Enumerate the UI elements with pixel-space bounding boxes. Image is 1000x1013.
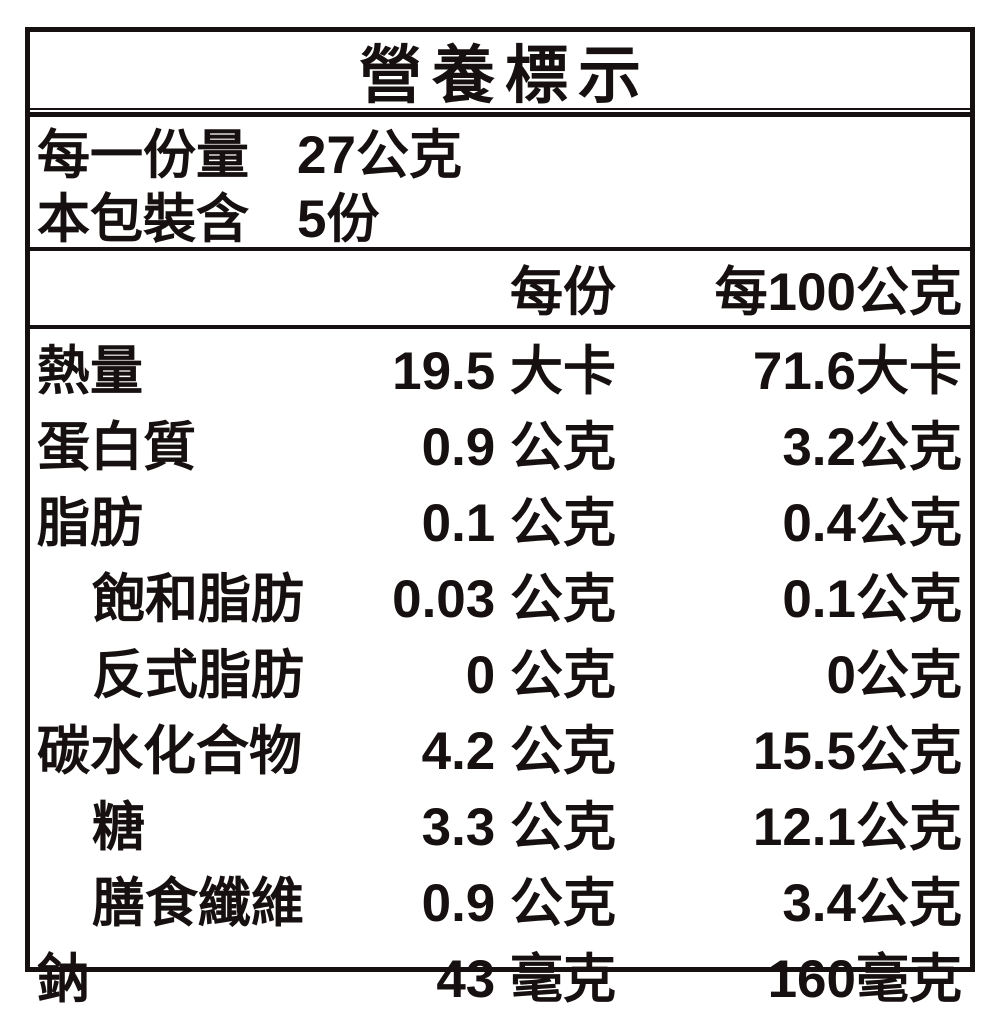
label-title: 營養標示 xyxy=(359,40,651,111)
nutrient-name: 膳食纖維 xyxy=(92,874,304,933)
nutrient-per-serving: 4.2 公克 xyxy=(421,722,616,781)
serving-size-line: 每一份量 27公克 xyxy=(37,119,970,185)
nutrient-name: 熱量 xyxy=(37,342,143,401)
nutrient-name: 鈉 xyxy=(37,950,90,1009)
nutrient-name: 脂肪 xyxy=(37,494,143,553)
nutrient-per-100g: 0.4公克 xyxy=(782,494,962,553)
nutrient-per-100g: 3.4公克 xyxy=(782,874,962,933)
serving-size-label: 每一份量 xyxy=(37,126,249,185)
nutrient-per-100g: 15.5公克 xyxy=(752,722,962,781)
nutrient-name: 飽和脂肪 xyxy=(92,570,304,629)
nutrient-per-serving: 3.3 公克 xyxy=(421,798,616,857)
nutrient-table: 熱量 19.5 大卡 71.6大卡 蛋白質 0.9 公克 3.2公克 脂肪 0.… xyxy=(30,329,970,1013)
nutrient-per-100g: 160毫克 xyxy=(767,950,962,1009)
nutrient-row-protein: 蛋白質 0.9 公克 3.2公克 xyxy=(30,405,970,481)
nutrient-per-serving: 0 公克 xyxy=(465,646,616,705)
nutrient-row-calories: 熱量 19.5 大卡 71.6大卡 xyxy=(30,329,970,405)
column-header-per-100g: 每100公克 xyxy=(714,263,962,322)
nutrient-row-sodium: 鈉 43 毫克 160毫克 xyxy=(30,937,970,1013)
nutrient-row-trans-fat: 反式脂肪 0 公克 0公克 xyxy=(30,633,970,709)
nutrient-per-100g: 71.6大卡 xyxy=(752,342,962,401)
nutrient-per-serving: 0.03 公克 xyxy=(392,570,616,629)
nutrition-facts-label: 營養標示 每一份量 27公克 本包裝含 5份 每份 每100公克 熱量 19.5… xyxy=(25,27,975,1009)
nutrient-row-sugar: 糖 3.3 公克 12.1公克 xyxy=(30,785,970,861)
serving-size-value: 27公克 xyxy=(297,126,462,185)
nutrient-row-fat: 脂肪 0.1 公克 0.4公克 xyxy=(30,481,970,557)
nutrient-per-100g: 12.1公克 xyxy=(752,798,962,857)
nutrient-row-saturated-fat: 飽和脂肪 0.03 公克 0.1公克 xyxy=(30,557,970,633)
column-header-row: 每份 每100公克 xyxy=(30,251,970,329)
nutrient-per-100g: 0公克 xyxy=(826,646,962,705)
nutrient-per-serving: 0.9 公克 xyxy=(421,874,616,933)
nutrient-row-dietary-fiber: 膳食纖維 0.9 公克 3.4公克 xyxy=(30,861,970,937)
nutrient-per-serving: 0.9 公克 xyxy=(421,418,616,477)
nutrient-per-serving: 0.1 公克 xyxy=(421,494,616,553)
serving-info-section: 每一份量 27公克 本包裝含 5份 xyxy=(30,112,970,251)
nutrient-per-serving: 43 毫克 xyxy=(436,950,616,1009)
column-header-per-serving: 每份 xyxy=(510,263,616,322)
nutrient-per-serving: 19.5 大卡 xyxy=(392,342,616,401)
nutrient-row-carbohydrate: 碳水化合物 4.2 公克 15.5公克 xyxy=(30,709,970,785)
nutrient-per-100g: 0.1公克 xyxy=(782,570,962,629)
nutrient-name: 反式脂肪 xyxy=(92,646,304,705)
nutrient-name: 糖 xyxy=(92,798,145,857)
nutrient-name: 蛋白質 xyxy=(37,418,196,477)
nutrient-per-100g: 3.2公克 xyxy=(782,418,962,477)
servings-per-package-label: 本包裝含 xyxy=(37,190,249,249)
servings-per-package-line: 本包裝含 5份 xyxy=(37,183,970,249)
servings-per-package-value: 5份 xyxy=(297,190,380,249)
nutrient-name: 碳水化合物 xyxy=(37,722,302,781)
label-title-row: 營養標示 xyxy=(30,32,970,111)
